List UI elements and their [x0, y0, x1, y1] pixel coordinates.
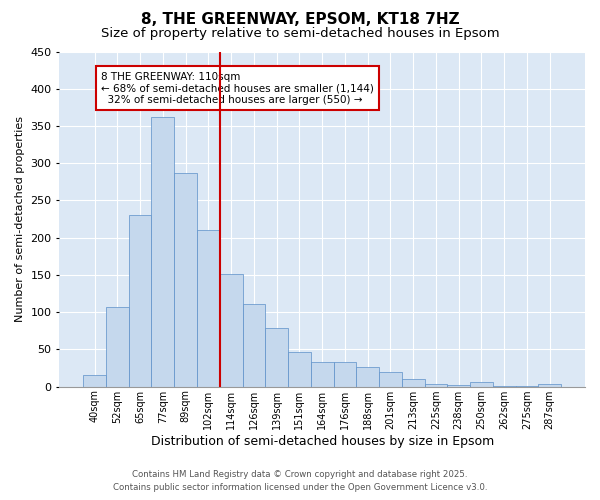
Bar [470, 382, 493, 386]
Bar [106, 307, 129, 386]
Bar [197, 230, 220, 386]
Bar [129, 216, 151, 386]
Bar [83, 376, 106, 386]
Text: 8, THE GREENWAY, EPSOM, KT18 7HZ: 8, THE GREENWAY, EPSOM, KT18 7HZ [140, 12, 460, 28]
Bar [448, 385, 470, 386]
Bar [402, 379, 425, 386]
Bar [311, 362, 334, 386]
Text: Size of property relative to semi-detached houses in Epsom: Size of property relative to semi-detach… [101, 28, 499, 40]
Bar [242, 304, 265, 386]
Bar [356, 366, 379, 386]
Bar [174, 173, 197, 386]
Text: Contains HM Land Registry data © Crown copyright and database right 2025.
Contai: Contains HM Land Registry data © Crown c… [113, 470, 487, 492]
Y-axis label: Number of semi-detached properties: Number of semi-detached properties [15, 116, 25, 322]
Bar [151, 117, 174, 386]
Bar [334, 362, 356, 386]
Bar [379, 372, 402, 386]
X-axis label: Distribution of semi-detached houses by size in Epsom: Distribution of semi-detached houses by … [151, 434, 494, 448]
Bar [538, 384, 561, 386]
Bar [288, 352, 311, 386]
Bar [425, 384, 448, 386]
Bar [265, 328, 288, 386]
Bar [220, 274, 242, 386]
Text: 8 THE GREENWAY: 110sqm
← 68% of semi-detached houses are smaller (1,144)
  32% o: 8 THE GREENWAY: 110sqm ← 68% of semi-det… [101, 72, 374, 105]
